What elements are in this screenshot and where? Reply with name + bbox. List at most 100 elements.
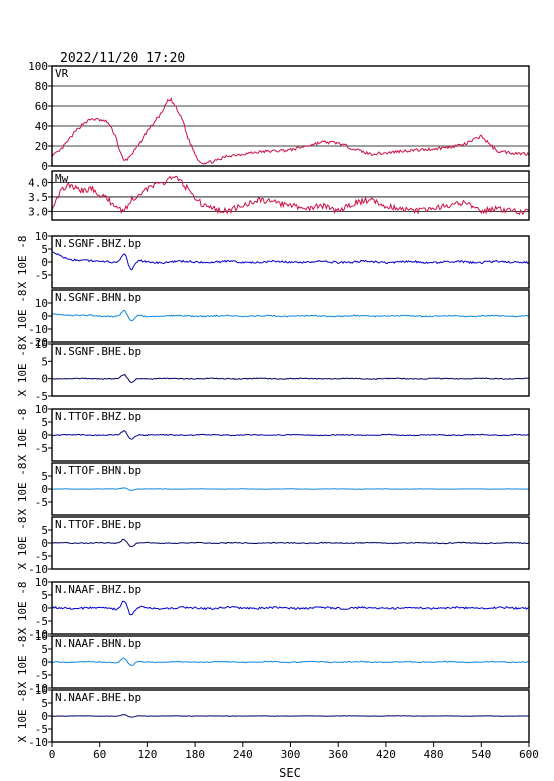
waveform-trace (52, 538, 529, 548)
x-tick-label: 360 (328, 748, 348, 761)
panel-label: VR (55, 67, 69, 80)
y-tick-label: -10 (28, 628, 48, 641)
y-unit-label: X 10E -8 (16, 409, 29, 462)
y-tick-label: 5 (41, 643, 48, 656)
y-tick-label: 40 (35, 120, 48, 133)
y-tick-label: 0 (41, 373, 48, 386)
y-unit-label: X 10E -8 (16, 517, 29, 570)
panel-label: N.NAAF.BHE.bp (55, 691, 141, 704)
waveform-trace (52, 430, 529, 440)
y-tick-label: -10 (28, 682, 48, 695)
y-tick-label: 5 (41, 243, 48, 256)
y-unit-label: X 10E -8 (16, 236, 29, 289)
panel-label: N.SGNF.BHZ.bp (55, 237, 141, 250)
x-axis-label: SEC (279, 766, 301, 780)
y-tick-label: -10 (28, 323, 48, 336)
y-tick-label: 5 (41, 470, 48, 483)
y-tick-label: 10 (35, 630, 48, 643)
y-tick-label: 0 (41, 429, 48, 442)
y-tick-label: 10 (35, 338, 48, 351)
y-tick-label: 5 (41, 589, 48, 602)
y-tick-label: 10 (35, 297, 48, 310)
y-tick-label: 0 (41, 710, 48, 723)
y-tick-label: 0 (41, 602, 48, 615)
waveform-trace (52, 175, 529, 216)
panel-0: 0 20 40 60 80 100 VR (28, 60, 530, 173)
y-tick-label: 80 (35, 80, 48, 93)
panel-label: N.TTOF.BHZ.bp (55, 410, 141, 423)
panel-label: N.SGNF.BHN.bp (55, 291, 141, 304)
waveform-trace (52, 251, 529, 271)
panel-frame (51, 170, 530, 221)
y-tick-label: 60 (35, 100, 48, 113)
x-tick-label: 480 (424, 748, 444, 761)
x-tick-label: 0 (49, 748, 56, 761)
y-unit-label: X 10E -8 (16, 582, 29, 635)
x-tick-label: 540 (471, 748, 491, 761)
panel-6: -505 N.TTOF.BHN.bp (35, 462, 530, 516)
panel-label: N.SGNF.BHE.bp (55, 345, 141, 358)
x-tick-label: 240 (233, 748, 253, 761)
y-tick-label: 4.0 (28, 177, 48, 190)
y-unit-label: X 10E -8 (16, 344, 29, 397)
x-tick-label: 120 (137, 748, 157, 761)
y-unit-label: X 10E -8 (16, 690, 29, 743)
panel-1: 3.03.54.0 Mw (28, 170, 530, 221)
y-tick-label: 20 (35, 140, 48, 153)
x-tick-label: 600 (519, 748, 539, 761)
y-tick-label: -5 (35, 723, 48, 736)
y-tick-label: -5 (35, 669, 48, 682)
y-tick-label: -5 (35, 269, 48, 282)
y-tick-label: -5 (35, 550, 48, 563)
panel-label: Mw (55, 172, 69, 185)
y-tick-label: 3.0 (28, 205, 48, 218)
y-tick-label: 10 (35, 684, 48, 697)
y-tick-label: 100 (28, 60, 48, 73)
panel-frame (51, 516, 530, 570)
y-tick-label: -20 (28, 336, 48, 349)
y-unit-label: X 10E -8 (16, 636, 29, 689)
panel-frame (51, 343, 530, 397)
y-tick-label: 0 (41, 656, 48, 669)
y-tick-label: 5 (41, 697, 48, 710)
panel-frame (51, 462, 530, 516)
y-tick-label: 5 (41, 416, 48, 429)
y-tick-label: 0 (41, 537, 48, 550)
x-tick-label: 60 (93, 748, 106, 761)
panel-label: N.TTOF.BHN.bp (55, 464, 141, 477)
y-tick-label: -10 (28, 736, 48, 749)
y-tick-label: -5 (35, 615, 48, 628)
x-axis: 0 60 120 180 240 300 360 420 480 540 600 (49, 742, 539, 761)
panel-frame (51, 65, 530, 167)
waveform-trace (52, 657, 529, 666)
y-tick-label: 0 (41, 310, 48, 323)
waveform-trace (52, 487, 529, 491)
y-tick-label: 10 (35, 230, 48, 243)
panel-frame (51, 581, 530, 635)
waveform-trace (52, 97, 529, 165)
y-tick-label: 3.5 (28, 191, 48, 204)
panel-frame (51, 235, 530, 289)
panel-4: -5 0 5 10 N.SGNF.BHE.bp (35, 338, 530, 403)
y-tick-label: 0 (41, 483, 48, 496)
panel-label: N.NAAF.BHZ.bp (55, 583, 141, 596)
y-tick-label: 5 (41, 524, 48, 537)
panel-7: -10-505 N.TTOF.BHE.bp (28, 516, 530, 576)
waveform-trace (52, 714, 529, 718)
y-unit-label: X 10E -8 (16, 463, 29, 516)
y-tick-label: -5 (35, 496, 48, 509)
y-tick-label: 10 (35, 576, 48, 589)
waveform-trace (52, 374, 529, 383)
panel-frame (51, 289, 530, 343)
y-tick-label: 10 (35, 403, 48, 416)
y-tick-label: -5 (35, 390, 48, 403)
unit-labels: X 10E -8X 10E -8X 10E -8X 10E -8X 10E -8… (16, 236, 29, 743)
panel-frame (51, 408, 530, 462)
